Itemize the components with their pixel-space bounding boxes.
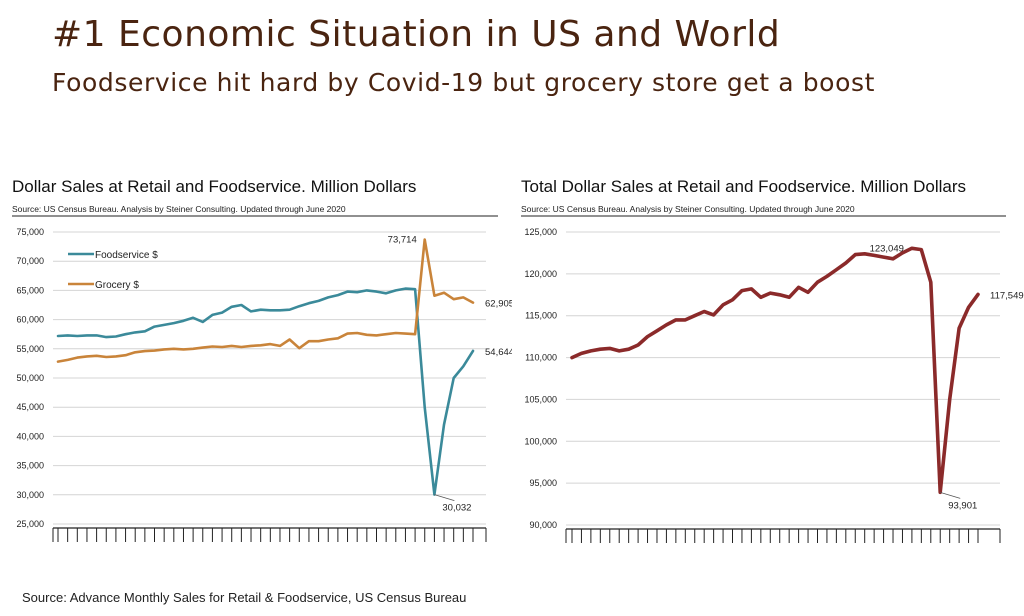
y-tick-label: 55,000 xyxy=(16,344,44,354)
data-label-end: 117,549 xyxy=(990,290,1024,301)
y-tick-label: 95,000 xyxy=(529,478,557,488)
y-tick-label: 90,000 xyxy=(529,520,557,530)
chart-title: Total Dollar Sales at Retail and Foodser… xyxy=(521,177,966,196)
y-tick-label: 30,000 xyxy=(16,490,44,500)
y-tick-label: 65,000 xyxy=(16,285,44,295)
y-tick-label: 40,000 xyxy=(16,431,44,441)
y-tick-label: 25,000 xyxy=(16,519,44,529)
series-line-2 xyxy=(56,238,475,363)
y-tick-label: 45,000 xyxy=(16,402,44,412)
y-tick-label: 75,000 xyxy=(16,227,44,237)
series-line-1 xyxy=(570,246,980,495)
data-label-max: 73,714 xyxy=(388,235,417,246)
y-tick-label: 50,000 xyxy=(16,373,44,383)
chart-title: Dollar Sales at Retail and Foodservice. … xyxy=(12,177,416,196)
data-label-min: 30,032 xyxy=(442,503,471,514)
y-tick-label: 115,000 xyxy=(525,311,557,321)
y-tick-label: 100,000 xyxy=(524,436,557,446)
series-line-1 xyxy=(56,287,475,496)
source-footnote: Source: Advance Monthly Sales for Retail… xyxy=(22,590,467,605)
data-label-end: 54,644 xyxy=(485,347,512,358)
legend-label-2: Grocery $ xyxy=(95,280,139,291)
y-tick-label: 105,000 xyxy=(524,394,557,404)
y-tick-label: 120,000 xyxy=(524,269,557,279)
data-label-leader xyxy=(434,494,455,501)
data-label-end: 62,905 xyxy=(485,299,512,310)
chart-source-note: Source: US Census Bureau. Analysis by St… xyxy=(521,204,855,214)
page-subtitle: Foodservice hit hard by Covid-19 but gro… xyxy=(52,68,875,97)
y-tick-label: 70,000 xyxy=(16,256,44,266)
y-tick-label: 110,000 xyxy=(525,353,557,363)
legend-label-1: Foodservice $ xyxy=(95,250,158,261)
page-title: #1 Economic Situation in US and World xyxy=(52,14,781,55)
y-tick-label: 60,000 xyxy=(16,315,44,325)
chart-source-note: Source: US Census Bureau. Analysis by St… xyxy=(12,204,346,214)
y-tick-label: 125,000 xyxy=(524,227,557,237)
data-label-min: 93,901 xyxy=(948,500,977,511)
data-label-max: 123,049 xyxy=(870,243,904,254)
foodservice-grocery-chart: Dollar Sales at Retail and Foodservice. … xyxy=(12,177,512,542)
y-tick-label: 35,000 xyxy=(16,461,44,471)
data-label-leader xyxy=(940,491,961,499)
total-sales-chart: Total Dollar Sales at Retail and Foodser… xyxy=(521,177,1024,543)
